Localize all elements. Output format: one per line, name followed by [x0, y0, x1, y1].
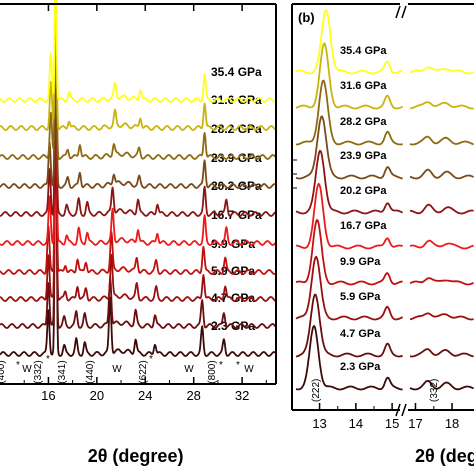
series-line-b2-28.2 — [409, 135, 474, 146]
axis-break-mark — [401, 5, 407, 19]
x-tick-label-b-13: 13 — [312, 416, 326, 431]
annotation-a: * — [219, 360, 223, 371]
series-line-a-23.9 — [0, 0, 277, 189]
series-label-b-23.9: 23.9 GPa — [340, 150, 387, 162]
series-line-a-2.3 — [0, 51, 277, 357]
annotation-a: W — [22, 364, 32, 375]
annotation-a: (440) — [85, 360, 96, 383]
series-line-b-20.2 — [295, 149, 403, 215]
annotation-a: W — [244, 364, 254, 375]
annotation-a: * — [16, 360, 20, 371]
series-line-a-31.6 — [0, 0, 277, 131]
series-line-b-16.7 — [295, 182, 403, 250]
series-line-a-4.7 — [0, 40, 277, 329]
series-line-b2-23.9 — [409, 168, 474, 180]
series-line-b2-35.4 — [409, 66, 474, 75]
panel-b: 2.3 GPa 4.7 GPa 5.9 GPa 9.9 GPa 16.7 GPa 20.2… — [291, 3, 474, 466]
series-line-b-28.2 — [296, 79, 403, 146]
annotation-a: * — [46, 354, 50, 365]
annotation-a: W — [184, 364, 194, 375]
series-line-b2-4.7 — [409, 348, 474, 358]
series-line-a-9.9 — [0, 21, 277, 275]
x-tick-label-a-20: 20 — [90, 388, 104, 403]
series-line-b2-5.9 — [409, 312, 474, 321]
series-label-b-20.2: 20.2 GPa — [340, 185, 387, 197]
x-tick-label-b-15: 15 — [385, 416, 399, 431]
axis-break-mark — [395, 403, 401, 417]
x-axis-title-b: 2θ (deg — [415, 446, 474, 466]
annotation-b-332: (332) — [429, 379, 440, 402]
series-line-b2-16.7 — [409, 239, 474, 250]
annotation-a: (800) — [207, 360, 218, 383]
series-line-b-35.4 — [295, 8, 403, 75]
series-line-b-23.9 — [295, 115, 403, 180]
axis-break-mark — [401, 403, 407, 417]
series-line-a-20.2 — [0, 0, 277, 217]
series-label-b-5.9: 5.9 GPa — [340, 291, 381, 303]
x-tick-label-a-32: 32 — [235, 388, 249, 403]
series-label-b-16.7: 16.7 GPa — [340, 220, 387, 232]
series-line-b-5.9 — [295, 255, 403, 321]
series-label-a-35.4: 35.4 GPa — [211, 65, 262, 79]
x-tick-label-b-17: 17 — [408, 416, 422, 431]
series-line-a-28.2 — [0, 0, 277, 160]
series-label-b-2.3: 2.3 GPa — [340, 361, 381, 373]
x-tick-label-b-18: 18 — [445, 416, 459, 431]
x-tick-label-a-16: 16 — [41, 388, 55, 403]
series-label-b-31.6: 31.6 GPa — [340, 80, 387, 92]
annotation-a: (400) — [0, 360, 7, 383]
annotation-a: * — [236, 360, 240, 371]
series-line-a-35.4 — [0, 0, 277, 103]
series-label-a-23.9: 23.9 GPa — [211, 151, 262, 165]
series-line-a-5.9 — [0, 31, 277, 302]
series-line-b-9.9 — [295, 218, 403, 286]
series-label-b-35.4: 35.4 GPa — [340, 45, 387, 57]
panel-label-b: (b) — [298, 10, 315, 25]
series-line-b2-9.9 — [409, 277, 474, 286]
annotation-b-222: (222) — [311, 379, 322, 402]
annotation-a: * — [149, 354, 153, 365]
series-line-b-2.3 — [295, 324, 403, 391]
annotation-a: (332) — [33, 360, 44, 383]
series-line-b-4.7 — [295, 293, 403, 358]
series-line-b-31.6 — [295, 42, 403, 110]
axis-break-mark — [395, 5, 401, 19]
series-line-b2-31.6 — [409, 101, 474, 110]
series-line-a-16.7 — [0, 7, 277, 246]
annotation-a: (341) — [57, 360, 68, 383]
x-tick-label-b-14: 14 — [349, 416, 363, 431]
annotation-a: (622) — [138, 360, 149, 383]
annotation-a: W — [112, 364, 122, 375]
series-label-b-9.9: 9.9 GPa — [340, 256, 381, 268]
series-label-b-4.7: 4.7 GPa — [340, 328, 381, 340]
x-tick-label-a-28: 28 — [186, 388, 200, 403]
series-line-b2-20.2 — [409, 203, 474, 215]
series-line-b2-2.3 — [409, 380, 474, 391]
x-axis-title-a: 2θ (degree) — [88, 446, 184, 466]
x-tick-label-a-24: 24 — [138, 388, 152, 403]
series-label-b-28.2: 28.2 GPa — [340, 116, 387, 128]
